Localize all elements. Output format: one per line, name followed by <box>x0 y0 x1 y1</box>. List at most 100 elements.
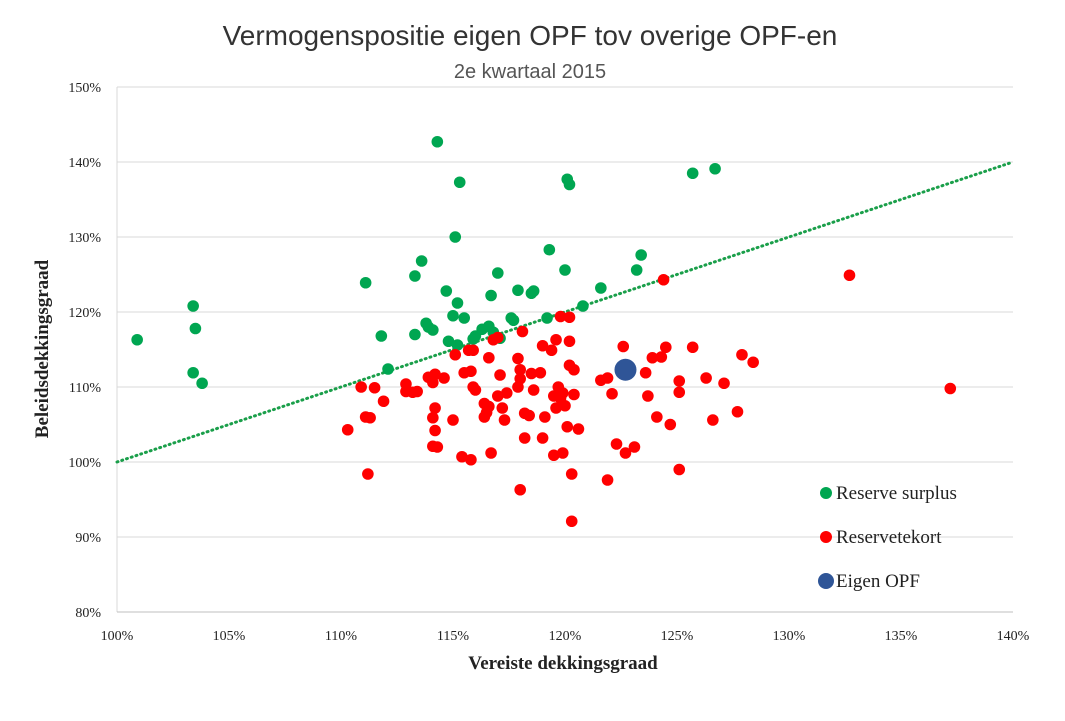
tekort-point <box>572 423 585 435</box>
tekort-point <box>429 424 441 437</box>
legend-label: Reservetekort <box>836 527 942 548</box>
tekort-point <box>364 411 376 424</box>
tekort-point <box>718 377 730 390</box>
y-tick-label: 90% <box>75 531 101 546</box>
tekort-point <box>467 344 479 357</box>
surplus-point <box>527 285 540 297</box>
tekort-point <box>944 382 957 395</box>
tekort-point <box>556 447 569 459</box>
surplus-point <box>635 249 647 261</box>
axes <box>116 87 1013 613</box>
surplus-point <box>453 176 466 189</box>
surplus-point <box>409 328 421 341</box>
tekort-point <box>498 414 511 426</box>
tekort-point <box>545 344 558 357</box>
tekort-point <box>539 411 551 423</box>
surplus-point <box>415 255 428 267</box>
chart-title: Vermogenspositie eigen OPF tov overige O… <box>223 20 838 51</box>
surplus-point <box>630 264 643 276</box>
tekort-point <box>550 333 562 346</box>
legend: Reserve surplus Reservetekort Eigen OPF <box>818 483 957 592</box>
tekort-point <box>449 348 462 361</box>
x-tick-label: 115% <box>437 629 469 644</box>
tekort-point <box>617 340 630 353</box>
surplus-point <box>595 282 607 294</box>
tekort-point <box>548 449 560 462</box>
y-tick-label: 150% <box>68 81 101 96</box>
surplus-point <box>543 243 556 256</box>
y-axis-label: Beleidsdekkingsgraad <box>32 259 53 438</box>
surplus-point <box>563 178 576 191</box>
tekort-point <box>646 351 659 364</box>
surplus-point <box>449 231 462 243</box>
x-tick-labels: 100% 105% 110% 115% 120% 125% 130% 135% 140% <box>101 629 1030 644</box>
surplus-point <box>440 285 453 297</box>
tekort-point <box>707 414 719 426</box>
tekort-point <box>673 386 686 399</box>
tekort-point <box>469 384 482 396</box>
tekort-point <box>534 366 547 379</box>
surplus-point <box>512 284 524 297</box>
tekort-point <box>554 310 567 323</box>
y-tick-label: 100% <box>68 456 101 471</box>
x-tick-label: 140% <box>997 629 1030 644</box>
tekort-point <box>561 420 574 433</box>
surplus-point <box>686 167 699 180</box>
surplus-point <box>431 135 444 148</box>
tekort-point <box>563 335 576 348</box>
tekort-point <box>456 450 468 463</box>
surplus-point <box>447 309 459 322</box>
tekort-point <box>601 474 614 486</box>
tekort-point <box>485 447 497 459</box>
tekort-point <box>496 402 509 414</box>
surplus-point <box>709 162 721 175</box>
surplus-point <box>451 339 464 351</box>
tekort-point <box>447 414 459 426</box>
tekort-point <box>606 387 618 400</box>
tekort-point <box>431 441 444 453</box>
tekort-point <box>664 418 677 431</box>
tekort-point <box>619 447 632 459</box>
tekort-point <box>514 372 526 385</box>
tekort-point <box>673 463 686 476</box>
chart-subtitle: 2e kwartaal 2015 <box>454 61 606 83</box>
x-tick-label: 120% <box>549 629 582 644</box>
surplus-point <box>442 335 455 348</box>
x-tick-label: 105% <box>213 629 246 644</box>
tekort-point <box>427 411 439 424</box>
tekort-point <box>736 348 748 361</box>
legend-marker <box>818 573 834 589</box>
tekort-point <box>568 388 580 401</box>
surplus-point <box>359 276 372 289</box>
tekort-point <box>411 385 423 398</box>
tekort-point <box>500 387 513 399</box>
x-tick-label: 100% <box>101 629 134 644</box>
tekort-point <box>639 366 652 379</box>
surplus-point <box>492 267 504 279</box>
tekort-point <box>465 365 477 378</box>
tekort-point <box>483 351 495 364</box>
tekort-point <box>568 363 580 376</box>
tekort-point <box>556 387 569 399</box>
tekort-point <box>610 438 623 450</box>
surplus-point <box>577 300 589 312</box>
legend-marker <box>820 487 832 499</box>
tekort-point <box>565 468 578 480</box>
tekort-point <box>514 363 526 376</box>
tekort-point <box>747 356 759 369</box>
legend-label: Eigen OPF <box>836 571 920 592</box>
tekort-point <box>341 423 354 436</box>
y-tick-label: 130% <box>68 231 101 246</box>
tekort-point <box>525 367 538 380</box>
tekort-point <box>651 411 663 423</box>
tekort-point <box>518 432 531 444</box>
surplus-point <box>131 333 143 346</box>
gridlines <box>117 86 1013 538</box>
tekort-point <box>368 381 381 394</box>
trendline-group <box>115 160 1015 464</box>
trendline <box>115 160 1015 464</box>
y-tick-label: 120% <box>68 306 101 321</box>
data-points <box>131 135 957 528</box>
x-axis-label: Vereiste dekkingsgraad <box>468 653 658 674</box>
